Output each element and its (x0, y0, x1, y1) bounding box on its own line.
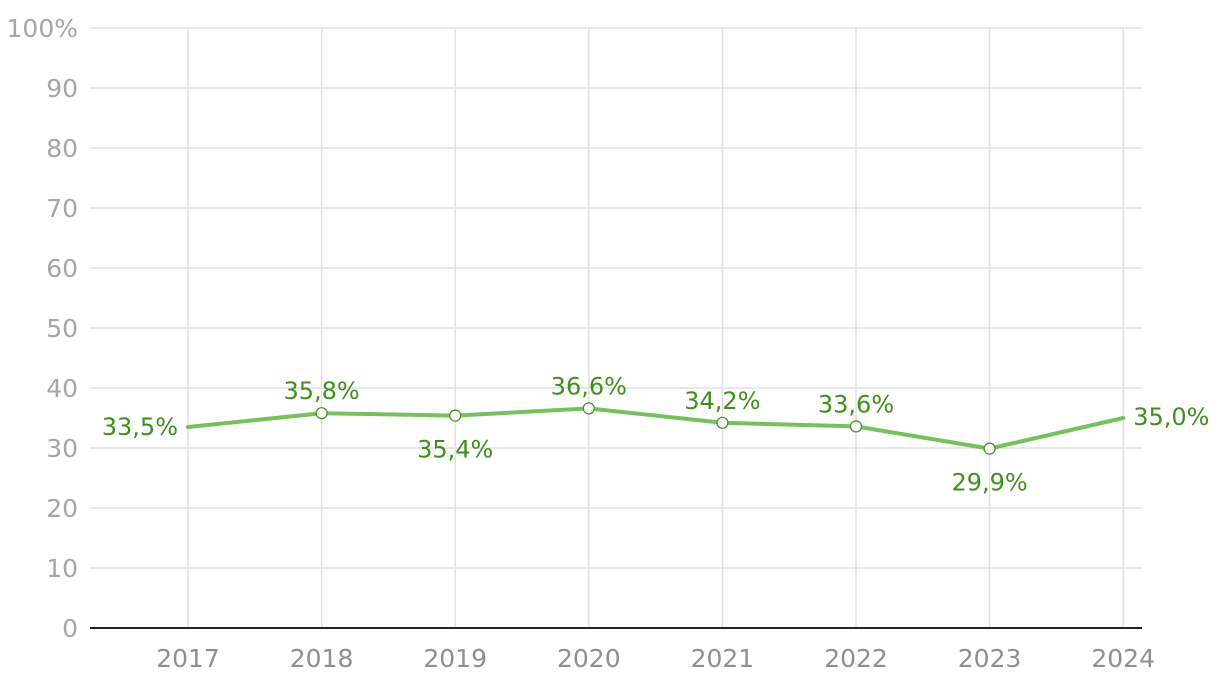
grid-lines (90, 27, 1142, 628)
series-group: 33,5% 35,8% 35,4% 36,6% 34,2% 33,6% 29,9% 35,0% (102, 372, 1210, 496)
data-label: 33,5% (102, 413, 178, 441)
y-tick-label: 80 (46, 134, 78, 163)
x-tick-label: 2019 (423, 644, 487, 673)
data-label: 35,8% (283, 377, 359, 405)
data-label: 36,6% (551, 372, 627, 400)
y-tick-label: 30 (46, 434, 78, 463)
data-label: 33,6% (818, 390, 894, 418)
y-tick-label: 50 (46, 314, 78, 343)
data-point (449, 409, 462, 422)
data-label: 34,2% (684, 387, 760, 415)
series-line (186, 406, 1126, 451)
y-axis: 0 10 20 30 40 50 60 70 80 90 100% (7, 14, 78, 643)
y-tick-label: 100% (7, 14, 78, 43)
data-point (849, 420, 863, 433)
x-tick-label: 2020 (557, 644, 621, 673)
y-tick-label: 0 (62, 614, 78, 643)
y-tick-label: 70 (46, 194, 78, 223)
data-point (315, 407, 328, 420)
y-tick-label: 60 (46, 254, 78, 283)
x-axis: 2017 2018 2019 2020 2021 2022 2023 2024 (90, 627, 1155, 673)
data-point (983, 442, 996, 455)
x-tick-label: 2018 (290, 644, 354, 673)
x-tick-label: 2022 (824, 644, 888, 673)
data-point (582, 402, 595, 415)
y-tick-label: 90 (46, 74, 78, 103)
x-tick-label: 2023 (958, 644, 1022, 673)
y-tick-label: 10 (46, 554, 78, 583)
x-tick-label: 2021 (691, 644, 755, 673)
data-label: 29,9% (951, 469, 1027, 497)
y-tick-label: 40 (46, 374, 78, 403)
data-point (716, 416, 729, 429)
x-tick-label: 2024 (1091, 644, 1155, 673)
x-tick-label: 2017 (156, 644, 220, 673)
data-label: 35,4% (417, 436, 493, 464)
data-label: 35,0% (1133, 403, 1209, 431)
y-tick-label: 20 (46, 494, 78, 523)
